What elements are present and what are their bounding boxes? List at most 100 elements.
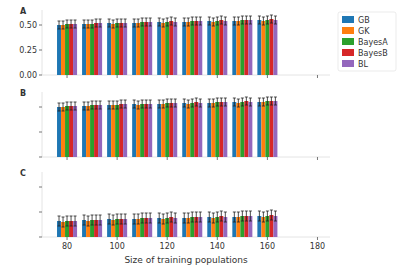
error-bar bbox=[262, 212, 265, 222]
error-cap bbox=[195, 17, 198, 18]
bar bbox=[211, 103, 215, 157]
error-cap bbox=[58, 111, 61, 112]
error-line bbox=[100, 19, 101, 27]
error-cap bbox=[191, 222, 194, 223]
error-line bbox=[171, 17, 172, 25]
y-tick bbox=[39, 75, 42, 76]
error-cap bbox=[133, 27, 136, 28]
error-cap bbox=[266, 16, 269, 17]
error-cap bbox=[220, 98, 223, 99]
error-cap bbox=[133, 19, 136, 20]
error-line bbox=[88, 216, 89, 226]
error-cap bbox=[237, 99, 240, 100]
legend-swatch bbox=[342, 27, 354, 34]
error-cap bbox=[245, 105, 248, 106]
marks bbox=[57, 210, 277, 237]
bar bbox=[157, 22, 161, 75]
error-line bbox=[234, 212, 235, 222]
error-line bbox=[192, 99, 193, 107]
error-line bbox=[67, 102, 68, 110]
error-bar bbox=[137, 101, 140, 109]
bar bbox=[165, 22, 169, 75]
y-tick-label: 0.25 bbox=[19, 46, 37, 55]
error-cap bbox=[191, 107, 194, 108]
error-line bbox=[213, 213, 214, 223]
error-bar bbox=[174, 18, 177, 26]
error-bar bbox=[158, 100, 161, 108]
error-line bbox=[142, 18, 143, 26]
error-cap bbox=[233, 212, 236, 213]
bar bbox=[82, 106, 86, 157]
error-bar bbox=[99, 19, 102, 27]
panel-title: A bbox=[20, 7, 27, 16]
error-line bbox=[271, 210, 272, 220]
y-tick bbox=[39, 187, 42, 188]
error-line bbox=[267, 16, 268, 24]
error-cap bbox=[149, 18, 152, 19]
error-cap bbox=[245, 24, 248, 25]
error-line bbox=[146, 18, 147, 26]
error-line bbox=[117, 19, 118, 27]
bar bbox=[148, 104, 152, 157]
error-bar bbox=[274, 211, 277, 221]
error-bar bbox=[220, 98, 223, 106]
error-bar bbox=[195, 17, 198, 25]
error-cap bbox=[241, 16, 244, 17]
error-line bbox=[59, 21, 60, 29]
error-bar bbox=[66, 20, 69, 28]
error-line bbox=[63, 217, 64, 227]
error-cap bbox=[91, 225, 94, 226]
error-bar bbox=[195, 212, 198, 222]
error-bar bbox=[266, 211, 269, 221]
error-bar bbox=[245, 211, 248, 221]
bar bbox=[119, 23, 123, 75]
error-line bbox=[71, 20, 72, 28]
error-bar bbox=[83, 20, 86, 28]
error-cap bbox=[158, 26, 161, 27]
error-cap bbox=[208, 107, 211, 108]
x-tick bbox=[267, 75, 268, 78]
error-bar bbox=[187, 18, 190, 26]
error-line bbox=[113, 20, 114, 28]
error-bar bbox=[212, 99, 215, 107]
error-bar bbox=[170, 17, 173, 25]
error-bar bbox=[199, 17, 202, 25]
error-line bbox=[238, 99, 239, 107]
error-line bbox=[192, 212, 193, 222]
error-cap bbox=[170, 107, 173, 108]
bar bbox=[90, 105, 94, 157]
error-line bbox=[84, 215, 85, 225]
error-cap bbox=[187, 223, 190, 224]
error-line bbox=[125, 19, 126, 27]
error-bar bbox=[74, 216, 77, 226]
error-line bbox=[142, 100, 143, 108]
error-line bbox=[150, 100, 151, 108]
error-cap bbox=[216, 25, 219, 26]
error-line bbox=[271, 15, 272, 23]
error-cap bbox=[266, 97, 269, 98]
bar bbox=[98, 105, 102, 157]
error-cap bbox=[108, 109, 111, 110]
error-cap bbox=[141, 100, 144, 101]
bar bbox=[86, 24, 90, 75]
x-tick-label: 120 bbox=[160, 242, 175, 251]
bar bbox=[111, 24, 115, 75]
legend-label: GK bbox=[358, 27, 370, 36]
error-cap bbox=[216, 106, 219, 107]
error-cap bbox=[208, 17, 211, 18]
error-cap bbox=[183, 99, 186, 100]
error-cap bbox=[120, 214, 123, 215]
error-cap bbox=[258, 221, 261, 222]
error-bar bbox=[224, 98, 227, 106]
error-cap bbox=[83, 215, 86, 216]
error-line bbox=[221, 211, 222, 221]
error-bar bbox=[149, 18, 152, 26]
error-line bbox=[117, 214, 118, 224]
error-cap bbox=[145, 26, 148, 27]
bar bbox=[186, 22, 190, 75]
error-cap bbox=[112, 225, 115, 226]
error-cap bbox=[199, 107, 202, 108]
bar bbox=[111, 105, 115, 157]
error-cap bbox=[241, 24, 244, 25]
error-cap bbox=[83, 20, 86, 21]
